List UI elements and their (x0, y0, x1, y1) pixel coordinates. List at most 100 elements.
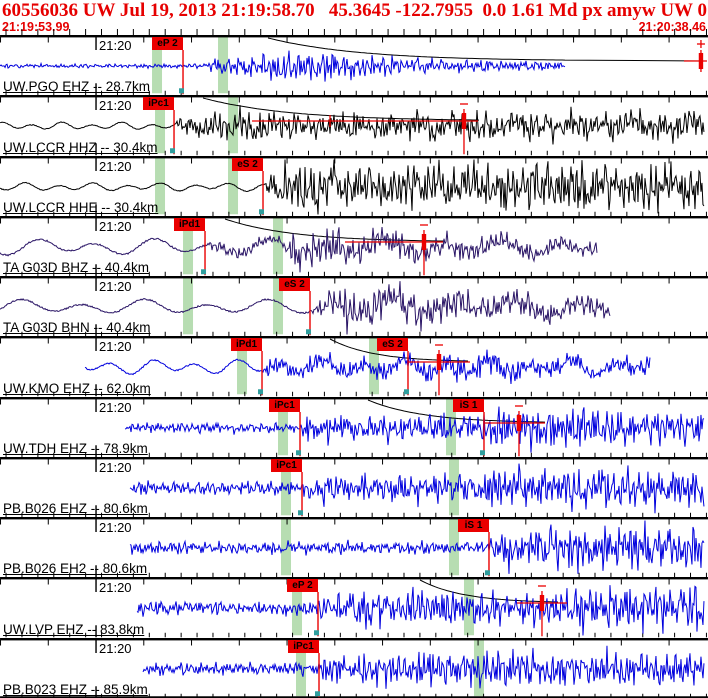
theoretical-arrival-band (155, 97, 166, 154)
coda-duration-marker[interactable] (252, 103, 478, 155)
pick-uncertainty-marker (298, 510, 304, 516)
trace-panel-pbb023-ehz[interactable]: iPc1 21:20 PB.B023 EHZ -- 85.9km (0, 637, 708, 698)
minute-tick-label: 21:20 (99, 279, 132, 295)
station-label[interactable]: UW.LCCR HHE -- 30.4km (3, 199, 159, 215)
seismogram-waveform[interactable] (84, 350, 651, 385)
pick-flag[interactable]: eS 2 (377, 338, 408, 352)
waveform-canvas[interactable] (0, 517, 708, 578)
seismogram-waveform[interactable] (0, 158, 705, 215)
waveform-canvas[interactable] (0, 215, 708, 277)
theoretical-arrival-band (281, 458, 292, 516)
waveform-canvas[interactable] (0, 336, 708, 397)
coda-duration-marker[interactable] (483, 404, 545, 456)
ruler-ticks (0, 36, 707, 96)
waveform-canvas[interactable] (0, 456, 708, 518)
trace-panel-pbb026-eh2[interactable]: iS 1 21:20 PB.B026 EH2 -- 80.6km (0, 517, 708, 578)
pick-flag[interactable]: iPd1 (231, 338, 262, 352)
theoretical-arrival-band (281, 519, 292, 576)
station-label[interactable]: UW.KMO EHZ -- 62.0km (3, 380, 151, 396)
waveform-canvas[interactable] (0, 35, 708, 96)
ruler-ticks (0, 398, 707, 457)
pick-flag[interactable]: eS 2 (232, 157, 263, 171)
waveform-canvas[interactable] (0, 396, 708, 457)
pick-flag[interactable]: eS 2 (279, 278, 310, 292)
pick-flag[interactable]: iPd1 (174, 217, 205, 231)
window-start-time: 21:19:53.99 (2, 20, 70, 34)
coda-duration-marker[interactable] (516, 585, 567, 637)
station-label[interactable]: UW.LCCR HHZ -- 30.4km (3, 139, 158, 155)
pick-flag[interactable]: iPc1 (143, 97, 174, 111)
pick-flag[interactable]: eP 2 (287, 579, 318, 593)
station-label[interactable]: TA G03D BHZ -- 40.4km (3, 260, 150, 276)
seismogram-waveform[interactable] (129, 463, 705, 514)
coda-decay-curve (367, 399, 545, 423)
theoretical-arrival-band (463, 579, 474, 636)
pick-flag[interactable]: iPc1 (288, 639, 319, 653)
pick-flag[interactable]: eP 2 (152, 37, 183, 50)
waveform-canvas[interactable] (0, 155, 708, 216)
theoretical-arrival-band (228, 157, 239, 214)
seismogram-waveform[interactable] (0, 281, 611, 335)
ruler-ticks (0, 217, 707, 277)
trace-panel-tag03d-bhn[interactable]: eS 2 21:20 TA G03D BHN -- 40.4km (0, 276, 708, 337)
waveform-canvas[interactable] (0, 577, 708, 638)
station-label[interactable]: PB.B026 EHZ -- 80.6km (3, 501, 148, 517)
station-label[interactable]: TA G03D BHN -- 40.4km (3, 320, 151, 336)
trace-panel-uwtdh-ehz[interactable]: iPc1 iS 1 21:20 UW.TDH EHZ -- 78.9km (0, 396, 708, 457)
theoretical-arrival-band (273, 278, 284, 335)
pick-uncertainty-marker (403, 389, 409, 395)
station-label[interactable]: UW.TDH EHZ -- 78.9km (3, 440, 148, 456)
ruler-ticks (0, 278, 707, 337)
ruler-ticks (0, 157, 707, 216)
event-header: 60556036 UW Jul 19, 2013 21:19:58.70 45.… (0, 0, 708, 35)
panel-border-top (0, 35, 708, 38)
theoretical-arrival-band (155, 157, 166, 214)
trace-panel-uwlccr-hhe[interactable]: eS 2 21:20 UW.LCCR HHE -- 30.4km (0, 155, 708, 216)
trace-panel-uwkmo-ehz[interactable]: iPd1 eS 2 21:20 UW.KMO EHZ -- 62.0km (0, 336, 708, 397)
pick-uncertainty-marker (170, 148, 176, 154)
theoretical-arrival-band (273, 217, 284, 275)
seismogram-waveform[interactable] (129, 520, 705, 575)
seismogram-waveform[interactable] (0, 50, 566, 82)
pick-uncertainty-marker (484, 570, 490, 576)
minute-tick-label: 21:20 (99, 640, 132, 656)
panel-border-bottom (0, 695, 708, 698)
window-end-time: 21:20:38.46 (638, 20, 706, 34)
station-label[interactable]: UW.LVP EHZ -- 83.8km (3, 621, 145, 637)
pick-flag[interactable]: iPc1 (271, 458, 302, 472)
trace-panel-uwlvp-ehz[interactable]: eP 2 21:20 UW.LVP EHZ -- 83.8km (0, 577, 708, 638)
pick-flag[interactable]: iPc1 (269, 398, 300, 412)
panel-border-top (0, 577, 708, 580)
seismogram-waveform[interactable] (136, 585, 705, 636)
pick-uncertainty-marker (306, 329, 312, 335)
trace-panel-uwlccr-hhz[interactable]: iPc1 21:20 UW.LCCR HHZ -- 30.4km (0, 95, 708, 156)
theoretical-arrival-band (218, 36, 229, 94)
theoretical-arrival-band (228, 97, 239, 154)
seismogram-waveform[interactable] (142, 645, 705, 689)
panel-border-top (0, 456, 708, 460)
theoretical-arrival-band (448, 519, 459, 576)
seismogram-waveform[interactable] (124, 406, 705, 453)
ruler-ticks (0, 639, 707, 698)
station-label[interactable]: UW.PGO EHZ -- 28.7km (3, 79, 151, 95)
station-label[interactable]: PB.B026 EH2 -- 80.6km (3, 561, 148, 577)
waveform-canvas[interactable] (0, 637, 708, 698)
seismogram-waveform[interactable] (0, 105, 705, 145)
minute-tick-label: 21:20 (99, 580, 132, 596)
minute-tick-label: 21:20 (99, 158, 132, 174)
station-label[interactable]: PB.B023 EHZ -- 85.9km (3, 681, 148, 697)
coda-duration-marker[interactable] (683, 39, 707, 72)
waveform-canvas[interactable] (0, 276, 708, 337)
panel-border-top (0, 155, 708, 158)
trace-panel-pbb026-ehz[interactable]: iPc1 21:20 PB.B026 EHZ -- 80.6km (0, 456, 708, 518)
pick-flag[interactable]: iS 1 (453, 398, 484, 412)
minute-tick-label: 21:20 (99, 218, 132, 234)
theoretical-arrival-band (183, 217, 194, 275)
trace-panel-tag03d-bhz[interactable]: iPd1 21:20 TA G03D BHZ -- 40.4km (0, 215, 708, 277)
pick-flag[interactable]: iS 1 (458, 519, 489, 533)
coda-duration-marker[interactable] (345, 224, 443, 276)
seismogram-waveform[interactable] (0, 226, 598, 273)
trace-panel-uwpgo-ehz[interactable]: eP 2 21:20 UW.PGO EHZ -- 28.7km (0, 35, 708, 96)
coda-duration-marker[interactable] (407, 344, 470, 396)
